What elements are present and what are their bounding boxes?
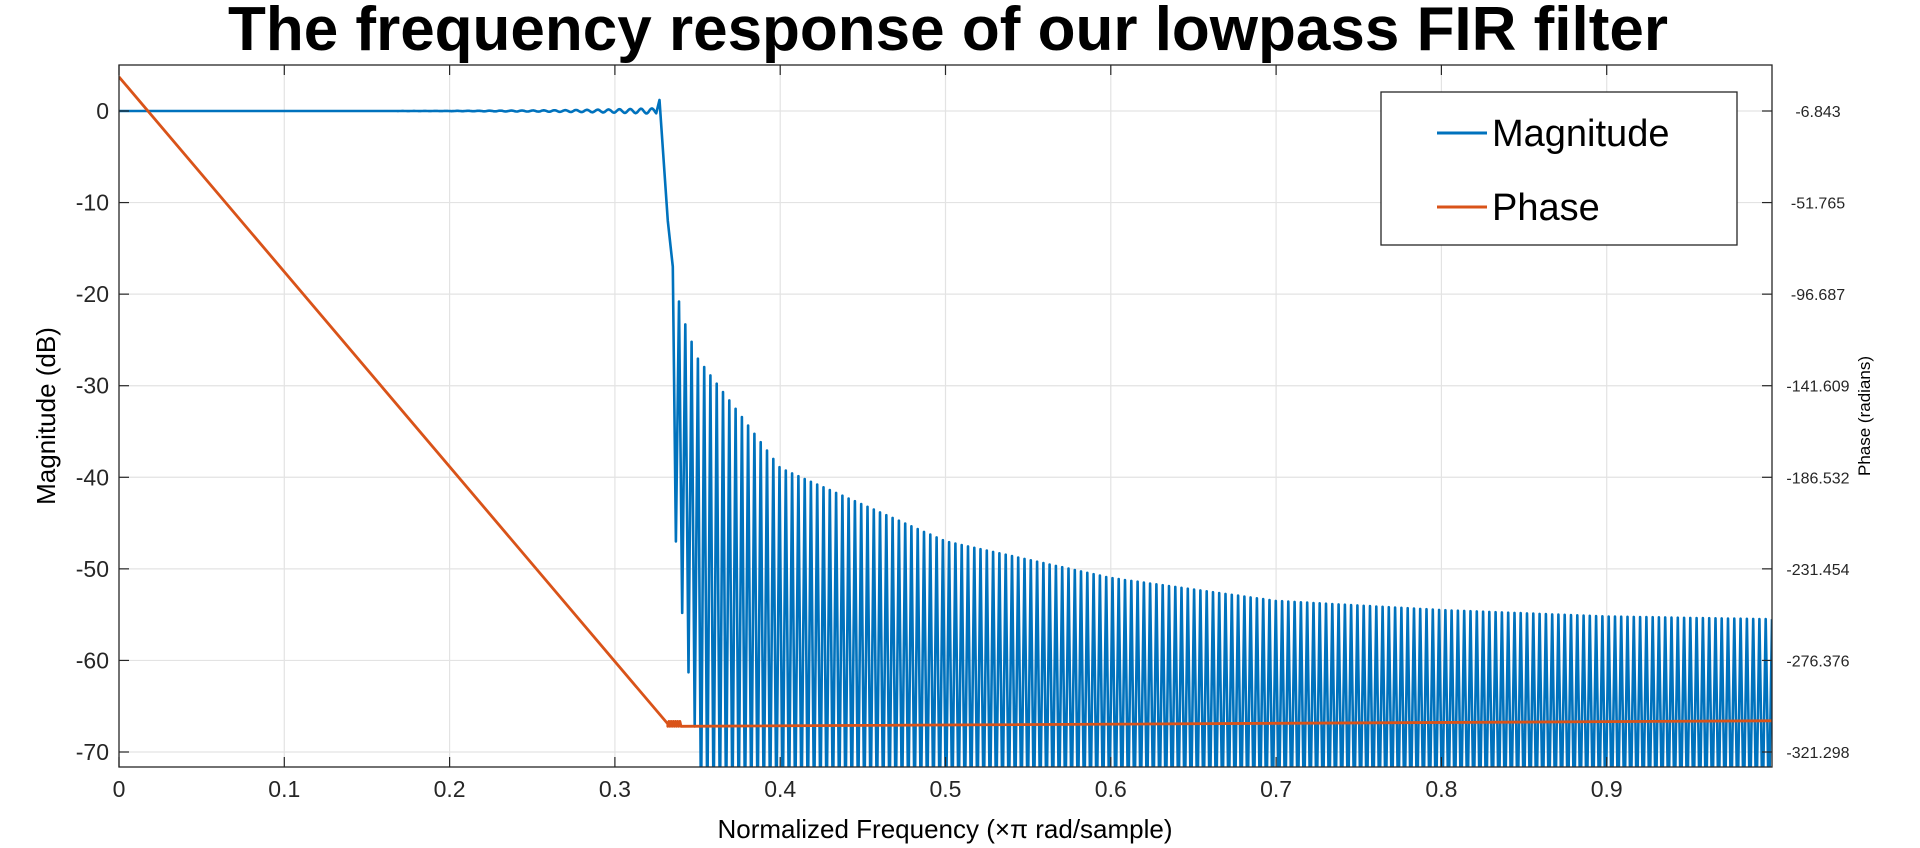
legend: Magnitude Phase bbox=[1380, 91, 1738, 246]
x-tick-label: 0.4 bbox=[764, 776, 796, 802]
y-ticks-right: -6.843 -51.765 -96.687 -141.609 -186.532 -231… bbox=[1762, 104, 1850, 762]
y-tick-label: -40 bbox=[76, 464, 109, 490]
y-tick-label-right: -231.454 bbox=[1786, 562, 1849, 579]
y-ticks: 0 -10 -20 -30 -40 -50 -60 -70 bbox=[76, 98, 129, 765]
y-tick-label-right: -186.532 bbox=[1786, 470, 1849, 487]
y-axis-label: Magnitude (dB) bbox=[31, 327, 61, 505]
y-tick-label: -60 bbox=[76, 647, 109, 673]
y-tick-label-right: -51.765 bbox=[1791, 196, 1845, 213]
x-tick-label: 0.8 bbox=[1425, 776, 1457, 802]
y-tick-label-right: -96.687 bbox=[1791, 287, 1845, 304]
y-tick-label-right: -141.609 bbox=[1786, 379, 1849, 396]
x-tick-label: 0.3 bbox=[599, 776, 631, 802]
x-tick-label: 0.1 bbox=[268, 776, 300, 802]
x-tick-label: 0 bbox=[113, 776, 126, 802]
y-tick-label: -20 bbox=[76, 281, 109, 307]
y-tick-label: -70 bbox=[76, 739, 109, 765]
y-tick-label: -50 bbox=[76, 556, 109, 582]
y-axis-label-right: Phase (radians) bbox=[1855, 356, 1874, 476]
legend-magnitude-label: Magnitude bbox=[1492, 113, 1669, 155]
x-tick-label: 0.6 bbox=[1095, 776, 1127, 802]
x-axis-label: Normalized Frequency (×π rad/sample) bbox=[717, 814, 1172, 844]
y-tick-label-right: -6.843 bbox=[1795, 104, 1840, 121]
y-tick-label-right: -276.376 bbox=[1786, 653, 1849, 670]
y-tick-label: 0 bbox=[96, 98, 109, 124]
x-tick-label: 0.9 bbox=[1591, 776, 1623, 802]
x-tick-label: 0.5 bbox=[930, 776, 962, 802]
magnitude-series bbox=[119, 98, 1772, 767]
x-tick-label: 0.7 bbox=[1260, 776, 1292, 802]
legend-phase-label: Phase bbox=[1492, 187, 1600, 229]
y-tick-label-right: -321.298 bbox=[1786, 745, 1849, 762]
y-tick-label: -30 bbox=[76, 373, 109, 399]
chart-title: The frequency response of our lowpass FI… bbox=[228, 0, 1668, 64]
x-tick-label: 0.2 bbox=[434, 776, 466, 802]
y-tick-label: -10 bbox=[76, 190, 109, 216]
phase-series bbox=[119, 75, 1772, 728]
legend-box bbox=[1380, 91, 1738, 246]
x-ticks: 0 0.1 0.2 0.3 0.4 0.5 0.6 0.7 0.8 0.9 bbox=[113, 65, 1623, 802]
